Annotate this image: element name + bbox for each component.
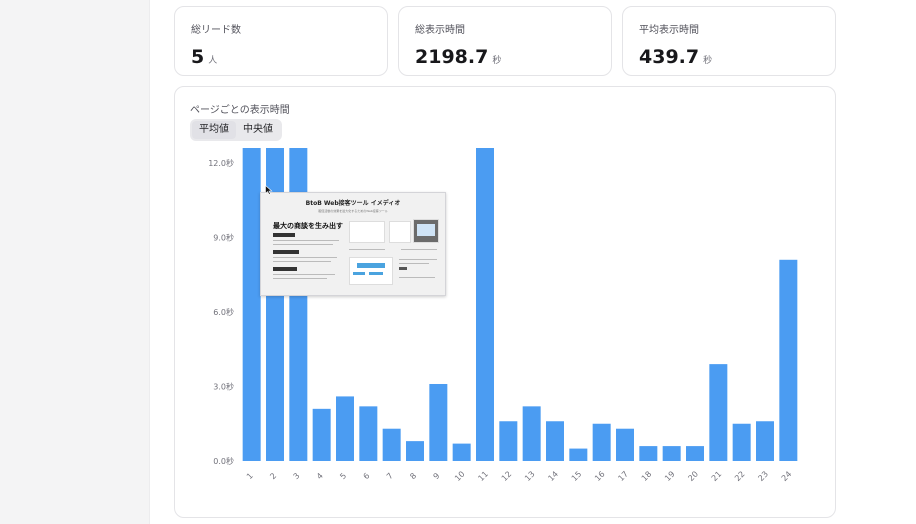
x-tick-label: 8: [408, 471, 418, 481]
bar-page-17[interactable]: [616, 428, 634, 461]
preview-headline: 最大の商談を生み出す: [273, 222, 343, 230]
x-tick-label: 16: [593, 469, 607, 483]
x-tick-label: 20: [686, 469, 700, 483]
bar-page-24[interactable]: [779, 259, 798, 461]
x-tick-label: 19: [663, 469, 677, 483]
bar-page-22[interactable]: [732, 423, 751, 461]
bar-page-21[interactable]: [709, 364, 728, 461]
toggle-average[interactable]: 平均値: [192, 121, 236, 139]
stat-card-average-view-time: 平均表示時間 439.7 秒: [622, 6, 836, 76]
x-tick-label: 18: [640, 469, 654, 483]
bar-page-18[interactable]: [639, 446, 658, 461]
bar-page-7[interactable]: [382, 428, 401, 461]
stat-card-total-view-time: 総表示時間 2198.7 秒: [398, 6, 612, 76]
x-tick-label: 9: [432, 471, 442, 481]
bar-page-23[interactable]: [756, 421, 774, 461]
bar-page-13[interactable]: [522, 406, 541, 461]
stat-label: 総表示時間: [415, 25, 465, 36]
x-tick-label: 11: [476, 469, 490, 483]
x-tick-label: 7: [385, 471, 395, 481]
chart-title: ページごとの表示時間: [190, 105, 290, 116]
bar-page-5[interactable]: [336, 396, 354, 461]
page-thumbnail-preview: BtoB Web接客ツール イメディオ 販促活動の効果を最大化するためのWeb接…: [260, 192, 446, 296]
x-tick-label: 13: [523, 469, 537, 483]
stat-value: 5: [191, 46, 205, 68]
y-tick-label: 12.0秒: [208, 158, 234, 168]
bar-page-10[interactable]: [452, 443, 471, 461]
bar-page-6[interactable]: [359, 406, 378, 461]
bar-page-12[interactable]: [499, 421, 518, 461]
x-tick-label: 10: [453, 469, 467, 483]
y-tick-label: 6.0秒: [213, 307, 234, 317]
bar-page-9[interactable]: [429, 383, 448, 461]
stat-unit: 秒: [703, 56, 713, 66]
stat-card-total-leads: 総リード数 5 人: [174, 6, 388, 76]
x-tick-label: 23: [756, 469, 770, 483]
stat-label: 平均表示時間: [639, 25, 699, 36]
preview-subtitle: 販促活動の効果を最大化するためのWeb接客ツール: [318, 209, 388, 213]
bar-page-8[interactable]: [406, 441, 424, 461]
bar-page-20[interactable]: [686, 446, 704, 461]
x-tick-label: 21: [710, 469, 724, 483]
toggle-median[interactable]: 中央値: [243, 124, 273, 135]
y-tick-label: 0.0秒: [213, 456, 234, 466]
x-tick-label: 24: [780, 469, 794, 483]
bar-page-14[interactable]: [546, 421, 564, 461]
stat-label: 総リード数: [191, 25, 241, 36]
x-tick-label: 22: [733, 469, 747, 483]
x-tick-label: 17: [616, 469, 630, 483]
bar-page-4[interactable]: [312, 408, 331, 461]
bar-page-11[interactable]: [476, 148, 494, 461]
preview-title: BtoB Web接客ツール イメディオ: [305, 200, 401, 207]
mouse-cursor-icon: [265, 185, 273, 195]
aggregate-toggle: 平均値 中央値: [190, 119, 282, 141]
x-tick-label: 4: [315, 471, 325, 481]
x-tick-label: 6: [362, 471, 372, 481]
x-tick-label: 12: [500, 469, 514, 483]
x-tick-label: 5: [338, 471, 348, 481]
stat-value: 2198.7: [415, 46, 489, 68]
x-tick-label: 3: [292, 471, 302, 481]
x-tick-label: 15: [570, 469, 584, 483]
left-pane: [0, 0, 150, 524]
stat-unit: 人: [208, 56, 218, 66]
bar-page-15[interactable]: [569, 448, 588, 461]
x-tick-label: 14: [546, 469, 560, 483]
bar-page-16[interactable]: [592, 423, 611, 461]
y-tick-label: 9.0秒: [213, 232, 234, 242]
bar-page-19[interactable]: [662, 446, 681, 461]
stat-unit: 秒: [492, 56, 502, 66]
bar-page-1[interactable]: [242, 148, 261, 461]
stat-value: 439.7: [639, 46, 700, 68]
x-tick-label: 2: [268, 471, 278, 481]
x-tick-label: 1: [245, 471, 255, 481]
y-tick-label: 3.0秒: [213, 381, 234, 391]
